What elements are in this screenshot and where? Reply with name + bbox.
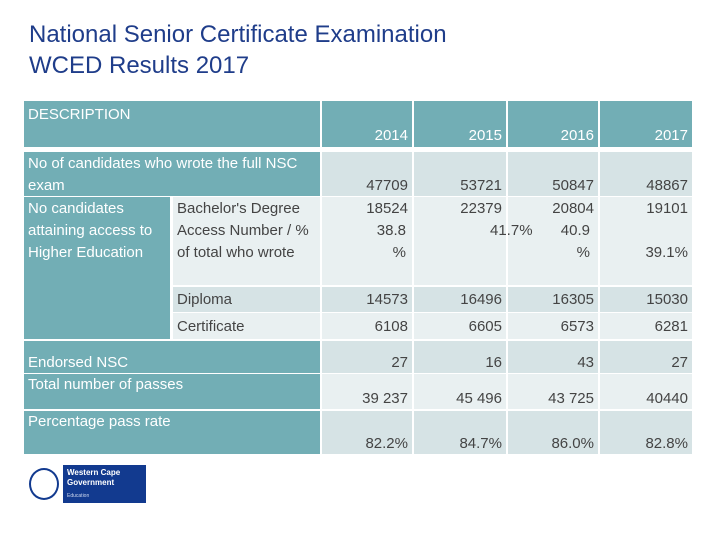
row-label-candidates: No of candidates who wrote the full NSC … bbox=[24, 152, 320, 196]
logo-name: Western Cape Government bbox=[67, 468, 121, 487]
bachelor-number: 22379 bbox=[460, 200, 502, 217]
header-description: DESCRIPTION bbox=[24, 101, 320, 147]
cell bbox=[508, 197, 598, 285]
cell bbox=[322, 197, 412, 285]
bachelor-number: 20804 bbox=[552, 200, 594, 217]
cell: 82.8% bbox=[600, 411, 692, 454]
cell: 6108 bbox=[322, 313, 412, 339]
cell: 43 725 bbox=[508, 374, 598, 409]
cell: 45 496 bbox=[414, 374, 506, 409]
cell: 16496 bbox=[414, 287, 506, 312]
header-year: 2016 bbox=[508, 101, 598, 147]
cell: 6573 bbox=[508, 313, 598, 339]
row-label-bachelor: Bachelor's Degree Access Number / % of t… bbox=[173, 197, 320, 285]
cell: 14573 bbox=[322, 287, 412, 312]
cell bbox=[600, 197, 692, 285]
logo-sub: Education bbox=[67, 493, 90, 499]
bachelor-pct: 41.7% bbox=[490, 222, 533, 239]
title-line-1: National Senior Certificate Examination bbox=[29, 21, 447, 48]
cell bbox=[414, 197, 506, 285]
bachelor-pct: 38.8 % bbox=[376, 222, 406, 261]
cell: 6281 bbox=[600, 313, 692, 339]
cell: 16305 bbox=[508, 287, 598, 312]
cell: 48867 bbox=[600, 152, 692, 196]
cell: 27 bbox=[322, 341, 412, 373]
title-line-2: WCED Results 2017 bbox=[29, 52, 250, 79]
cell: 84.7% bbox=[414, 411, 506, 454]
cell: 40440 bbox=[600, 374, 692, 409]
crest-icon bbox=[25, 465, 63, 503]
header-year: 2017 bbox=[600, 101, 692, 147]
bachelor-pct: 39.1% bbox=[645, 244, 688, 261]
cell: 16 bbox=[414, 341, 506, 373]
cell: 6605 bbox=[414, 313, 506, 339]
row-label-diploma: Diploma bbox=[173, 287, 320, 312]
bachelor-number: 18524 bbox=[366, 200, 408, 217]
row-label-certificate: Certificate bbox=[173, 313, 320, 339]
header-year: 2015 bbox=[414, 101, 506, 147]
cell: 86.0% bbox=[508, 411, 598, 454]
bachelor-pct: 40.9 % bbox=[560, 222, 590, 261]
page-title: National Senior Certificate Examination W… bbox=[29, 19, 447, 81]
cell: 82.2% bbox=[322, 411, 412, 454]
row-label-access: No candidates attaining access to Higher… bbox=[24, 197, 170, 339]
cell: 47709 bbox=[322, 152, 412, 196]
bachelor-number: 19101 bbox=[646, 200, 688, 217]
header-year: 2014 bbox=[322, 101, 412, 147]
row-label-pass-rate: Percentage pass rate bbox=[24, 411, 320, 454]
western-cape-government-logo: Western Cape Government Education bbox=[25, 465, 146, 503]
cell: 39 237 bbox=[322, 374, 412, 409]
row-label-endorsed: Endorsed NSC bbox=[24, 341, 320, 373]
cell: 53721 bbox=[414, 152, 506, 196]
row-label-passes: Total number of passes bbox=[24, 374, 320, 409]
cell: 50847 bbox=[508, 152, 598, 196]
cell: 27 bbox=[600, 341, 692, 373]
cell: 15030 bbox=[600, 287, 692, 312]
cell: 43 bbox=[508, 341, 598, 373]
